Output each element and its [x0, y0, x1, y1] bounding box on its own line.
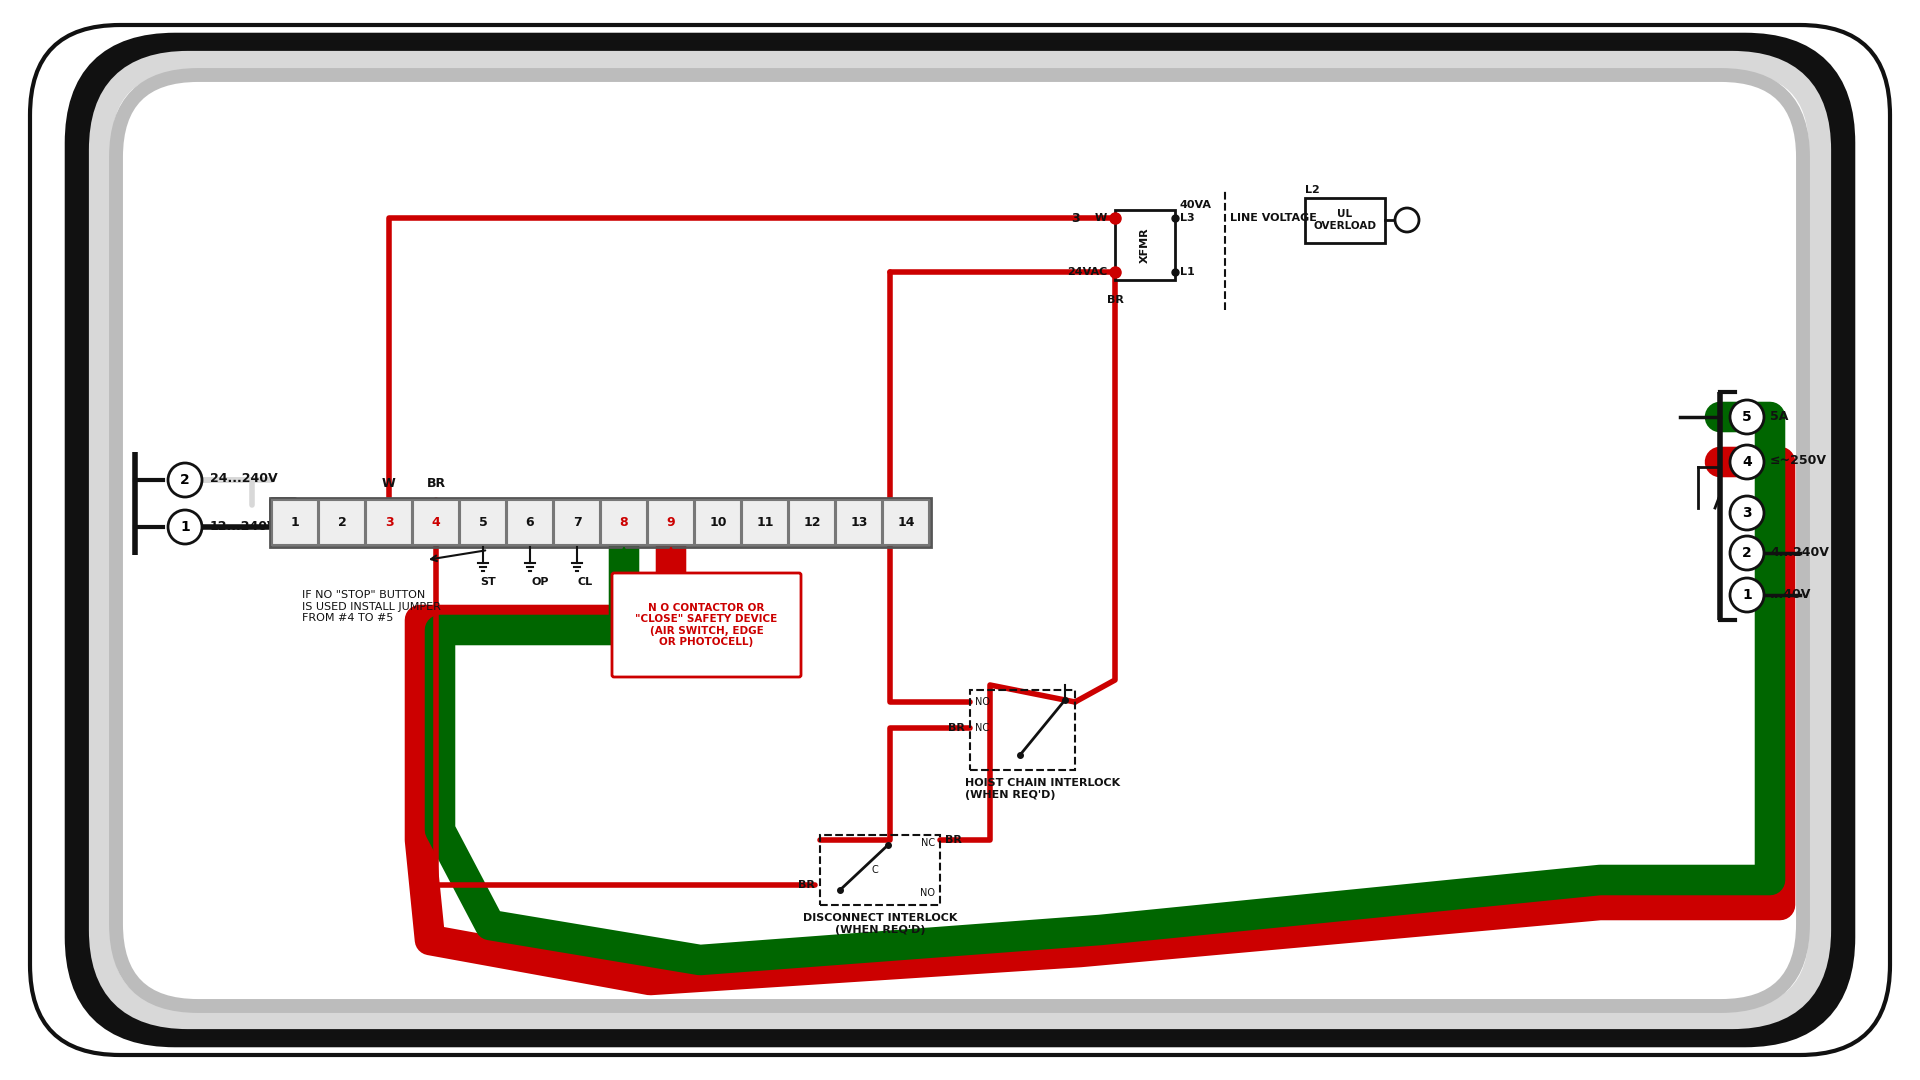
Text: 24...240V: 24...240V [209, 473, 278, 486]
Text: C: C [872, 865, 877, 875]
Circle shape [1730, 400, 1764, 434]
Bar [883, 500, 929, 545]
Text: ...40V: ...40V [1770, 588, 1811, 600]
Text: 1: 1 [180, 519, 190, 534]
Text: LINE VOLTAGE: LINE VOLTAGE [1231, 213, 1317, 222]
Text: IF NO "STOP" BUTTON
IS USED INSTALL JUMPER
FROM #4 TO #5: IF NO "STOP" BUTTON IS USED INSTALL JUMP… [301, 590, 442, 623]
Circle shape [169, 510, 202, 544]
Circle shape [1730, 536, 1764, 570]
Circle shape [1396, 208, 1419, 232]
Text: NO: NO [920, 888, 935, 897]
Text: 1: 1 [290, 516, 300, 529]
Text: W: W [1094, 213, 1108, 222]
Text: 40VA: 40VA [1181, 200, 1212, 210]
Bar [273, 500, 319, 545]
Text: 24VAC: 24VAC [1068, 267, 1108, 276]
Text: 4: 4 [1741, 455, 1751, 469]
Bar [601, 500, 647, 545]
Text: 7: 7 [572, 516, 582, 529]
Text: 14: 14 [897, 516, 914, 529]
Bar [367, 500, 413, 545]
FancyBboxPatch shape [31, 25, 1889, 1055]
Circle shape [169, 463, 202, 497]
Bar [741, 500, 787, 545]
Text: L2: L2 [1306, 185, 1319, 195]
Circle shape [1730, 496, 1764, 530]
Text: ≤~250V: ≤~250V [1770, 455, 1828, 468]
Text: CL: CL [578, 577, 593, 588]
Text: 9: 9 [666, 516, 676, 529]
Text: L3: L3 [1181, 213, 1194, 222]
Bar [461, 500, 507, 545]
Bar [507, 500, 553, 545]
Text: 4: 4 [432, 516, 440, 529]
Text: NC: NC [922, 838, 935, 848]
Text: N O CONTACTOR OR
"CLOSE" SAFETY DEVICE
(AIR SWITCH, EDGE
OR PHOTOCELL): N O CONTACTOR OR "CLOSE" SAFETY DEVICE (… [636, 603, 778, 647]
Text: BR: BR [799, 880, 814, 890]
Bar [820, 835, 941, 905]
Text: 4...240V: 4...240V [1770, 545, 1830, 558]
Text: XFMR: XFMR [1140, 227, 1150, 262]
Text: BR: BR [426, 477, 445, 490]
Text: 6: 6 [526, 516, 534, 529]
Text: 3: 3 [384, 516, 394, 529]
Text: 13: 13 [851, 516, 868, 529]
Bar [413, 500, 459, 545]
Text: BR: BR [948, 723, 966, 733]
Text: DISCONNECT INTERLOCK
(WHEN REQ'D): DISCONNECT INTERLOCK (WHEN REQ'D) [803, 913, 958, 934]
Text: 10: 10 [708, 516, 728, 529]
Bar [1116, 210, 1175, 280]
Bar [555, 500, 599, 545]
Circle shape [1730, 578, 1764, 612]
Text: W: W [382, 477, 396, 490]
Text: NO: NO [975, 697, 991, 707]
Text: 11: 11 [756, 516, 774, 529]
Text: 3: 3 [1071, 212, 1079, 225]
Bar [271, 498, 931, 546]
Text: 5A: 5A [1770, 409, 1788, 422]
Text: 5: 5 [478, 516, 488, 529]
Text: UL
OVERLOAD: UL OVERLOAD [1313, 210, 1377, 231]
Text: HOIST CHAIN INTERLOCK
(WHEN REQ'D): HOIST CHAIN INTERLOCK (WHEN REQ'D) [966, 778, 1119, 799]
Text: 3: 3 [1741, 507, 1751, 519]
Text: L1: L1 [1181, 267, 1194, 276]
Text: 12: 12 [803, 516, 820, 529]
Bar [835, 500, 881, 545]
Text: ST: ST [480, 577, 495, 588]
FancyBboxPatch shape [612, 573, 801, 677]
Text: 12...240V: 12...240V [209, 519, 278, 532]
Text: OP: OP [532, 577, 549, 588]
Text: BR: BR [945, 835, 962, 845]
Text: 2: 2 [1741, 546, 1751, 561]
Bar [789, 500, 835, 545]
Circle shape [1730, 445, 1764, 480]
Bar [649, 500, 693, 545]
Text: NC: NC [975, 723, 989, 733]
Bar [970, 690, 1075, 770]
Text: 1: 1 [1741, 588, 1751, 602]
Text: 2: 2 [338, 516, 346, 529]
Text: 2: 2 [180, 473, 190, 487]
Bar [1306, 198, 1384, 243]
Bar [319, 500, 365, 545]
Bar [695, 500, 741, 545]
Text: 8: 8 [620, 516, 628, 529]
Text: 5: 5 [1741, 410, 1751, 424]
Text: BR: BR [1108, 295, 1123, 305]
